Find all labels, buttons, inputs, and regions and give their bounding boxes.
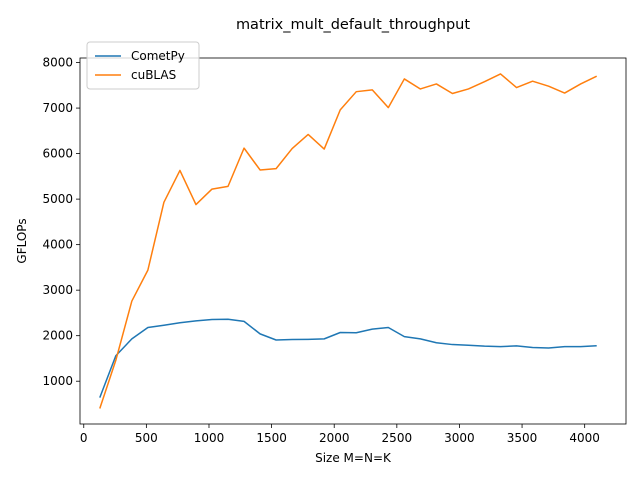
series-line-cometpy bbox=[99, 318, 597, 398]
y-tick-label: 4000 bbox=[42, 238, 73, 252]
x-tick-label: 2500 bbox=[382, 431, 413, 445]
x-tick-label: 3000 bbox=[444, 431, 475, 445]
x-tick-label: 0 bbox=[80, 431, 88, 445]
x-tick-label: 500 bbox=[135, 431, 158, 445]
plot-frame bbox=[79, 57, 627, 425]
legend-label: CometPy bbox=[131, 49, 185, 63]
y-tick-label: 2000 bbox=[42, 329, 73, 343]
chart-title: matrix_mult_default_throughput bbox=[236, 17, 470, 33]
y-tick-label: 6000 bbox=[42, 147, 73, 161]
y-tick-label: 7000 bbox=[42, 101, 73, 115]
y-tick-label: 8000 bbox=[42, 56, 73, 70]
series-layer bbox=[99, 73, 598, 409]
series-line-cublas bbox=[99, 73, 598, 409]
x-tick-label: 1000 bbox=[194, 431, 225, 445]
x-axis-label: Size M=N=K bbox=[315, 451, 392, 465]
y-tick-label: 5000 bbox=[42, 192, 73, 206]
x-axis-ticks: 0 500 1000 1500 2000 2500 3000 3500 4000 bbox=[80, 424, 600, 445]
x-tick-label: 4000 bbox=[569, 431, 600, 445]
x-tick-label: 1500 bbox=[256, 431, 287, 445]
legend-label: cuBLAS bbox=[131, 68, 176, 82]
y-tick-label: 3000 bbox=[42, 283, 73, 297]
y-axis-label: GFLOPs bbox=[15, 218, 29, 263]
legend: CometPy cuBLAS bbox=[86, 41, 200, 90]
x-tick-label: 3500 bbox=[507, 431, 538, 445]
y-tick-label: 1000 bbox=[42, 374, 73, 388]
x-tick-label: 2000 bbox=[319, 431, 350, 445]
legend-box bbox=[86, 41, 200, 90]
plot-background bbox=[80, 58, 626, 424]
y-axis-ticks: 1000 2000 3000 4000 5000 6000 7000 8000 bbox=[42, 56, 80, 388]
